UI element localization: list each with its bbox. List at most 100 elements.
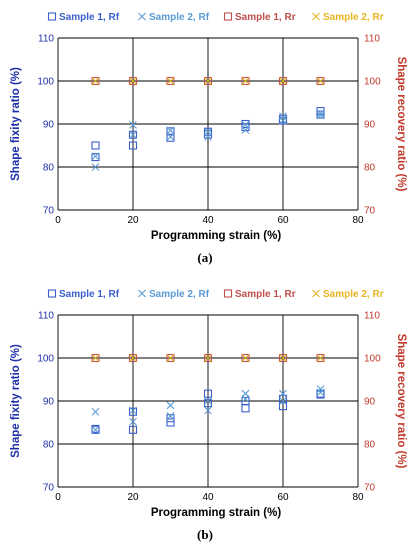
x-axis-title: Programming strain (%) [151, 507, 282, 519]
data-point-square [128, 76, 138, 86]
legend-marker-square [47, 289, 57, 298]
data-point-square [203, 389, 213, 398]
data-point-square [316, 107, 325, 116]
chart-a: 0 20 40 60 80708090100110708090100110Program… [10, 12, 407, 265]
data-point-x [91, 152, 100, 161]
x-tick-label: 0 [55, 492, 61, 503]
data-point-x [204, 77, 212, 85]
y-left-tick-label: 80 [43, 440, 55, 451]
x-tick-label: 0 [55, 215, 61, 226]
data-point-square [316, 390, 325, 399]
data-point-x [166, 354, 175, 362]
data-point-square [203, 76, 213, 86]
y-left-axis-title: Shape fixity ratio (%) [10, 67, 22, 181]
legend-marker-square [47, 12, 57, 21]
legend-label: Sample 2, Rf [149, 289, 210, 300]
legend-marker-x [312, 12, 320, 21]
y-left-tick-label: 90 [43, 120, 55, 131]
y-right-tick-label: 70 [364, 206, 376, 217]
data-point-x [129, 77, 137, 85]
data-point-x [279, 116, 287, 125]
data-point-square [316, 76, 325, 86]
data-point-x [241, 77, 250, 85]
data-point-square [166, 418, 175, 427]
data-point-x [91, 407, 100, 416]
data-point-x [316, 77, 325, 85]
x-tick-label: 40 [202, 492, 214, 503]
data-point-x [279, 354, 287, 362]
y-left-tick-label: 80 [43, 163, 55, 174]
y-right-tick-label: 110 [364, 311, 380, 322]
y-right-tick-label: 90 [364, 397, 376, 408]
data-point-x [279, 397, 287, 405]
data-point-square [128, 425, 138, 434]
data-point-x [316, 111, 325, 120]
y-right-tick-label: 80 [364, 440, 376, 451]
data-point-square [91, 141, 100, 150]
data-point-square [241, 353, 250, 363]
y-left-tick-label: 100 [37, 354, 54, 365]
data-point-square [278, 353, 288, 363]
legend-marker-x [138, 289, 146, 298]
legend-label: Sample 2, Rr [323, 12, 384, 23]
panel-label: (b) [197, 527, 213, 542]
data-point-square [91, 76, 100, 86]
data-point-x [91, 77, 100, 85]
data-point-square [203, 127, 213, 136]
data-point-square [278, 402, 288, 411]
y-right-tick-label: 100 [364, 77, 381, 88]
chart-b: 0 20 40 60 80708090100110708090100110Program… [10, 289, 407, 542]
data-point-square [166, 414, 175, 423]
data-point-square [91, 353, 100, 363]
legend-label: Sample 1, Rf [59, 12, 120, 23]
data-point-square [128, 353, 138, 363]
legend-label: Sample 1, Rr [235, 289, 296, 300]
y-right-axis-title: Shape recovery ratio (%) [395, 57, 407, 192]
legend-marker-square [223, 12, 233, 21]
data-point-x [241, 120, 250, 129]
y-right-tick-label: 100 [364, 354, 381, 365]
data-point-square [91, 424, 100, 433]
y-right-tick-label: 90 [364, 120, 376, 131]
data-point-square [166, 133, 175, 142]
data-point-x [129, 406, 137, 415]
y-left-tick-label: 100 [37, 77, 54, 88]
data-point-x [316, 109, 325, 118]
data-point-x [166, 412, 175, 420]
data-point-x [204, 127, 212, 136]
data-point-x [316, 354, 325, 362]
data-point-x [204, 406, 212, 415]
legend-marker-square [223, 289, 233, 298]
data-point-x [241, 354, 250, 362]
y-left-tick-label: 90 [43, 397, 55, 408]
data-point-x [129, 130, 137, 139]
data-point-square [241, 76, 250, 86]
data-point-square [316, 353, 325, 363]
data-point-square [203, 353, 213, 363]
x-tick-label: 40 [202, 215, 214, 226]
x-tick-label: 20 [127, 215, 139, 226]
data-point-x [166, 77, 175, 85]
data-point-x [241, 394, 250, 403]
data-point-square [278, 76, 288, 86]
data-point-x [129, 120, 137, 129]
data-point-square [166, 76, 175, 86]
legend-label: Sample 2, Rr [323, 289, 384, 300]
y-right-axis-title: Shape recovery ratio (%) [395, 334, 407, 469]
x-tick-label: 60 [277, 215, 289, 226]
y-left-tick-label: 70 [43, 206, 55, 217]
data-point-square [128, 141, 138, 150]
data-point-x [129, 354, 137, 362]
data-point-x [204, 354, 212, 362]
data-point-x [316, 385, 325, 393]
chart-panel-b: 0 20 40 60 80 70 80 90 100 110 70 80 90 100 110 Program… [0, 277, 410, 552]
data-point-x [279, 77, 287, 85]
data-point-x [316, 388, 325, 397]
data-point-square [166, 353, 175, 363]
y-left-tick-label: 110 [38, 311, 54, 322]
data-point-square [278, 114, 288, 123]
data-point-square [203, 399, 213, 408]
legend-label: Sample 2, Rf [149, 12, 210, 23]
y-left-axis-title: Shape fixity ratio (%) [10, 344, 22, 458]
data-point-square [166, 127, 175, 136]
